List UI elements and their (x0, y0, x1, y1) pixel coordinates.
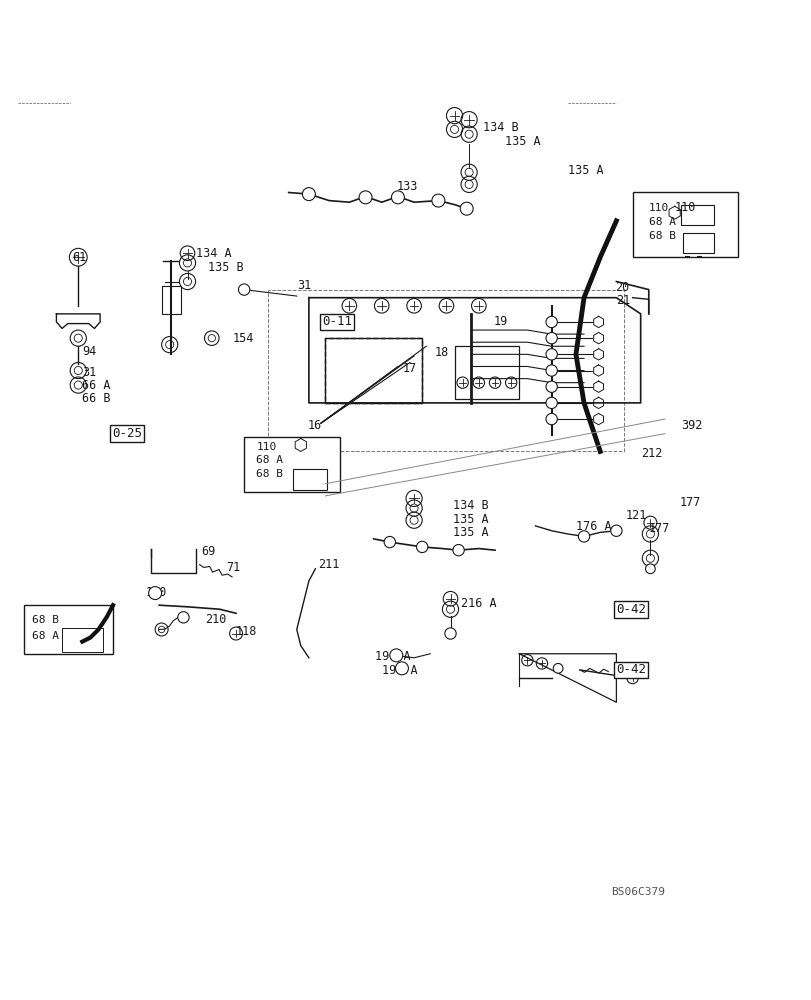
Circle shape (431, 194, 444, 207)
Circle shape (545, 365, 556, 376)
Text: 68 A: 68 A (32, 631, 59, 641)
Text: 19: 19 (493, 315, 507, 328)
Circle shape (453, 545, 464, 556)
Text: 199 A: 199 A (381, 664, 417, 677)
Circle shape (416, 541, 427, 553)
Text: 133: 133 (396, 180, 417, 193)
Text: 110: 110 (145, 586, 166, 599)
Circle shape (577, 531, 589, 542)
Text: 61: 61 (72, 251, 87, 264)
Text: 68 B: 68 B (256, 469, 283, 479)
Circle shape (238, 284, 250, 295)
Text: 177: 177 (679, 496, 700, 509)
Text: 0-42: 0-42 (616, 603, 646, 616)
Circle shape (610, 525, 621, 536)
Text: 211: 211 (318, 558, 340, 571)
Text: 135 A: 135 A (453, 513, 488, 526)
Circle shape (395, 662, 408, 675)
Circle shape (148, 587, 161, 600)
Text: 110: 110 (674, 201, 695, 214)
Text: 154: 154 (233, 332, 254, 345)
Text: 0-25: 0-25 (112, 427, 142, 440)
Bar (324, 338, 422, 403)
Circle shape (545, 413, 556, 425)
Text: 68 A: 68 A (256, 455, 283, 465)
Text: 134 A: 134 A (195, 247, 231, 260)
Text: 135 A: 135 A (453, 526, 488, 539)
Bar (292, 469, 326, 490)
Text: 134 B: 134 B (453, 499, 488, 512)
Text: 110: 110 (648, 203, 668, 213)
Text: 110: 110 (256, 442, 277, 452)
Text: 18: 18 (434, 346, 448, 359)
Text: 135 A: 135 A (567, 164, 603, 177)
Text: 210: 210 (205, 613, 226, 626)
Circle shape (302, 188, 315, 201)
Text: 121: 121 (625, 509, 646, 522)
Circle shape (545, 316, 556, 328)
Bar (268, 290, 624, 451)
Text: 212: 212 (640, 447, 661, 460)
Text: 69: 69 (201, 545, 215, 558)
Text: 118: 118 (236, 625, 257, 638)
Bar (62, 628, 102, 652)
Circle shape (545, 397, 556, 409)
Text: 68 A: 68 A (648, 217, 675, 227)
Text: 17: 17 (402, 362, 417, 375)
Circle shape (545, 349, 556, 360)
Circle shape (391, 191, 404, 204)
Circle shape (552, 663, 562, 673)
Text: 68 B: 68 B (648, 231, 675, 241)
Text: 135 A: 135 A (504, 135, 539, 148)
Text: 31: 31 (296, 279, 311, 292)
Bar (24, 605, 113, 654)
Bar (632, 192, 737, 257)
Text: 94: 94 (82, 345, 97, 358)
Bar (244, 437, 339, 492)
Bar (680, 205, 713, 225)
Text: 21: 21 (616, 294, 630, 307)
Circle shape (545, 332, 556, 344)
Text: BS06C379: BS06C379 (610, 887, 664, 897)
Text: 31: 31 (82, 366, 97, 379)
Text: 177: 177 (648, 522, 669, 535)
Circle shape (358, 191, 371, 204)
Text: 216 A: 216 A (461, 597, 496, 610)
Text: 20: 20 (614, 281, 629, 294)
Text: 71: 71 (226, 561, 240, 574)
Text: 16: 16 (307, 419, 321, 432)
Bar (324, 338, 422, 403)
Text: 66 A: 66 A (82, 379, 110, 392)
Text: 0-11: 0-11 (322, 315, 352, 328)
Circle shape (460, 202, 473, 215)
Bar (682, 233, 713, 253)
Text: 66 B: 66 B (82, 392, 110, 405)
Text: 135 B: 135 B (208, 261, 243, 274)
Circle shape (178, 612, 189, 623)
Text: 199 A: 199 A (375, 650, 410, 663)
Circle shape (545, 381, 556, 392)
Text: 176 A: 176 A (575, 520, 611, 533)
Circle shape (389, 649, 402, 662)
Circle shape (444, 628, 456, 639)
Text: 134 B: 134 B (483, 121, 518, 134)
Bar (454, 346, 519, 399)
Bar (161, 286, 181, 314)
Text: 0-42: 0-42 (616, 663, 646, 676)
Text: 68 B: 68 B (32, 615, 59, 625)
Text: 392: 392 (680, 419, 702, 432)
Circle shape (384, 536, 395, 548)
Circle shape (645, 564, 654, 574)
